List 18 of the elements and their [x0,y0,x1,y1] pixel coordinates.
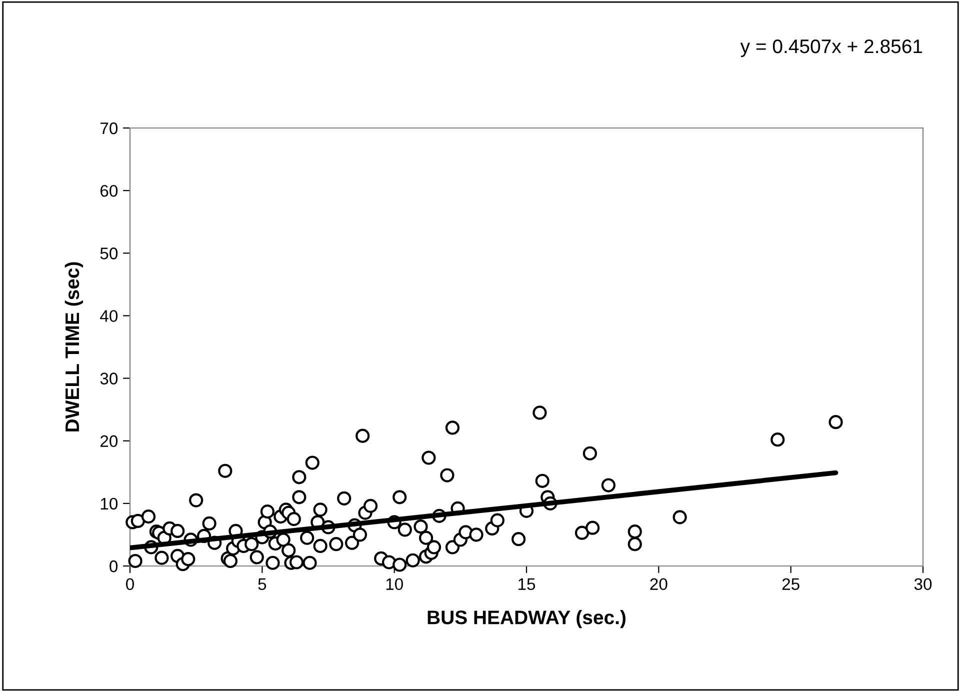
x-tick-label: 25 [782,578,800,590]
x-tick-label: 15 [518,578,536,590]
y-tick-label: 40 [100,310,118,322]
y-tick-label: 60 [100,184,118,197]
y-axis-title: DWELL TIME (sec) [64,262,83,432]
y-tick-label: 50 [100,248,118,260]
x-tick-label: 10 [386,578,403,590]
x-tick-label: 20 [650,578,668,590]
y-tick-label: 20 [100,435,118,448]
x-tick-label: 5 [258,578,266,590]
x-tick-label: 30 [914,578,932,590]
x-tick-label: 0 [126,578,134,590]
text: y = 0.4507x + 2.8561 [740,39,922,58]
x-axis-title: BUS HEADWAY (sec.) [428,610,626,628]
y-tick-label: 70 [100,122,118,134]
y-tick-label: 10 [100,498,118,510]
y-tick-label: 30 [100,372,118,384]
y-tick-label: 0 [110,560,118,572]
